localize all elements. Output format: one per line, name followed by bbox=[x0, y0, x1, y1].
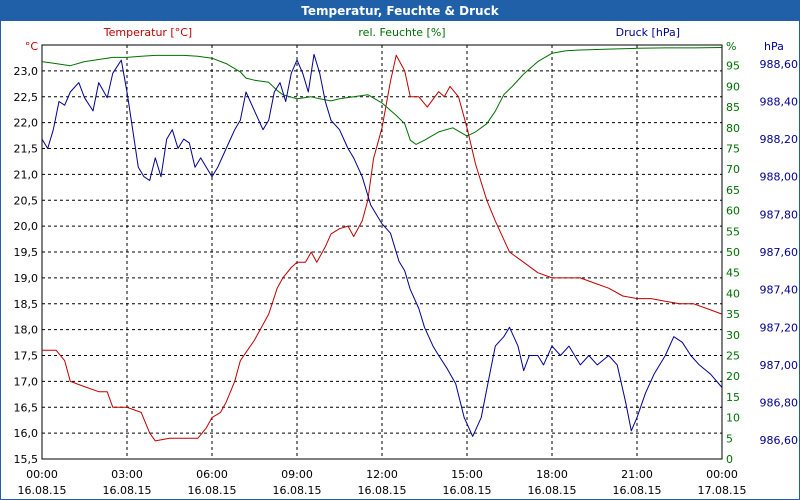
humidity-tick-label: 50 bbox=[726, 246, 740, 259]
temperature-tick-label: 23,0 bbox=[14, 65, 39, 78]
temperature-tick-label: 22,5 bbox=[14, 91, 39, 104]
temperature-tick-label: 20,0 bbox=[14, 220, 39, 233]
plot-frame bbox=[41, 44, 723, 460]
humidity-tick-label: 75 bbox=[726, 143, 740, 156]
pressure-tick-label: 988,60 bbox=[760, 58, 799, 71]
pressure-tick-label: 988,40 bbox=[760, 95, 799, 108]
pressure-tick-label: 986,80 bbox=[760, 397, 799, 410]
humidity-tick-label: 35 bbox=[726, 308, 740, 321]
x-tick-time-label: 12:00 bbox=[366, 468, 398, 481]
pressure-tick-label: 988,00 bbox=[760, 171, 799, 184]
x-tick-date-label: 16.08.15 bbox=[18, 484, 67, 497]
temperature-tick-label: 20,5 bbox=[14, 194, 39, 207]
humidity-tick-label: 60 bbox=[726, 205, 740, 218]
x-tick-time-label: 09:00 bbox=[281, 468, 313, 481]
pressure-tick-label: 987,00 bbox=[760, 359, 799, 372]
humidity-tick-label: 25 bbox=[726, 350, 740, 363]
temperature-unit-label: °C bbox=[25, 40, 39, 53]
x-tick-date-label: 16.08.15 bbox=[613, 484, 662, 497]
x-tick-date-label: 16.08.15 bbox=[188, 484, 237, 497]
temperature-tick-label: 19,0 bbox=[14, 272, 39, 285]
humidity-tick-label: 95 bbox=[726, 60, 740, 73]
temperature-tick-label: 19,5 bbox=[14, 246, 39, 259]
humidity-tick-label: 40 bbox=[726, 287, 740, 300]
x-tick-date-label: 16.08.15 bbox=[443, 484, 492, 497]
temperature-tick-label: 21,0 bbox=[14, 168, 39, 181]
pressure-tick-label: 986,60 bbox=[760, 434, 799, 447]
temperature-tick-label: 16,5 bbox=[14, 401, 39, 414]
x-tick-time-label: 03:00 bbox=[111, 468, 143, 481]
pressure-series-line bbox=[41, 53, 723, 437]
pressure-unit-label: hPa bbox=[764, 40, 784, 53]
x-tick-time-label: 00:00 bbox=[26, 468, 58, 481]
humidity-unit-label: % bbox=[726, 40, 736, 53]
pressure-tick-label: 987,40 bbox=[760, 284, 799, 297]
pressure-tick-label: 987,60 bbox=[760, 246, 799, 259]
temperature-tick-label: 17,5 bbox=[14, 350, 39, 363]
humidity-tick-label: 80 bbox=[726, 122, 740, 135]
chart-title: Temperatur, Feuchte & Druck bbox=[1, 1, 799, 21]
pressure-tick-label: 988,20 bbox=[760, 133, 799, 146]
humidity-tick-label: 70 bbox=[726, 163, 740, 176]
x-tick-date-label: 16.08.15 bbox=[528, 484, 577, 497]
x-tick-time-label: 00:00 bbox=[706, 468, 738, 481]
temperature-tick-label: 21,5 bbox=[14, 143, 39, 156]
humidity-axis-title: rel. Feuchte [%] bbox=[358, 26, 445, 39]
humidity-tick-label: 90 bbox=[726, 80, 740, 93]
humidity-tick-label: 10 bbox=[726, 412, 740, 425]
humidity-tick-label: 0 bbox=[726, 453, 733, 466]
humidity-tick-label: 15 bbox=[726, 391, 740, 404]
x-tick-time-label: 06:00 bbox=[196, 468, 228, 481]
temperature-series-line bbox=[42, 54, 723, 442]
humidity-tick-label: 55 bbox=[726, 225, 740, 238]
humidity-tick-label: 85 bbox=[726, 101, 740, 114]
temperature-tick-label: 16,0 bbox=[14, 427, 39, 440]
temperature-tick-label: 18,5 bbox=[14, 298, 39, 311]
pressure-tick-label: 987,20 bbox=[760, 321, 799, 334]
x-tick-time-label: 18:00 bbox=[536, 468, 568, 481]
x-tick-date-label: 16.08.15 bbox=[103, 484, 152, 497]
humidity-tick-label: 45 bbox=[726, 267, 740, 280]
temperature-tick-label: 22,0 bbox=[14, 117, 39, 130]
humidity-tick-label: 65 bbox=[726, 184, 740, 197]
x-tick-date-label: 17.08.15 bbox=[698, 484, 747, 497]
humidity-tick-label: 5 bbox=[726, 432, 733, 445]
pressure-axis-title: Druck [hPa] bbox=[616, 26, 680, 39]
humidity-tick-label: 20 bbox=[726, 370, 740, 383]
x-tick-date-label: 16.08.15 bbox=[273, 484, 322, 497]
x-tick-time-label: 15:00 bbox=[451, 468, 483, 481]
x-tick-date-label: 16.08.15 bbox=[358, 484, 407, 497]
pressure-tick-label: 987,80 bbox=[760, 208, 799, 221]
temperature-tick-label: 17,0 bbox=[14, 375, 39, 388]
x-tick-time-label: 21:00 bbox=[621, 468, 653, 481]
temperature-tick-label: 15,5 bbox=[14, 453, 39, 466]
humidity-series-line bbox=[41, 47, 723, 145]
temperature-axis-title: Temperatur [°C] bbox=[103, 26, 192, 39]
temperature-tick-label: 18,0 bbox=[14, 324, 39, 337]
humidity-tick-label: 30 bbox=[726, 329, 740, 342]
